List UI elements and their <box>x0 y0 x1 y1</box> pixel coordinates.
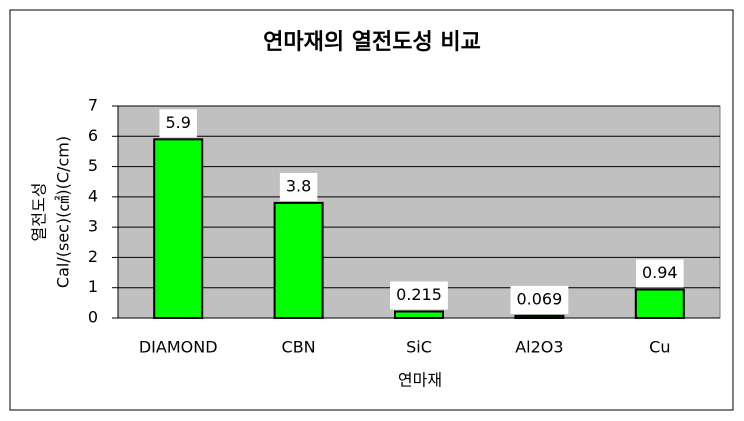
y-tick-label: 7 <box>88 96 98 115</box>
x-axis-label: 연마재 <box>398 371 442 390</box>
data-label-box <box>390 281 448 310</box>
y-axis-label: Cal/(sec)(㎠)(C/cm) <box>54 136 73 288</box>
y-axis-label: 열전도성 <box>30 183 49 242</box>
y-tick-label: 2 <box>88 247 98 266</box>
chart-title: 연마재의 열전도성 비교 <box>263 30 481 55</box>
data-label-box <box>635 259 684 288</box>
y-tick-label: 1 <box>88 277 98 296</box>
data-label: 0.94 <box>642 263 678 282</box>
x-tick-label: DIAMOND <box>139 338 218 357</box>
data-label-box <box>510 285 569 314</box>
x-tick-label: Al2O3 <box>515 338 563 357</box>
y-tick-label: 4 <box>88 186 98 205</box>
y-tick-label: 5 <box>88 156 98 175</box>
x-tick-label: CBN <box>282 338 316 357</box>
y-tick-label: 6 <box>88 126 98 145</box>
data-label: 0.215 <box>396 285 442 304</box>
bar <box>394 310 444 320</box>
y-tick-label: 3 <box>88 217 98 236</box>
bar <box>514 314 565 319</box>
data-label: 0.069 <box>516 289 562 308</box>
y-tick-label: 0 <box>88 308 98 327</box>
x-tick-label: Cu <box>649 338 670 357</box>
data-label: 5.9 <box>165 113 190 132</box>
bar <box>634 288 685 320</box>
data-label: 3.8 <box>286 176 311 195</box>
x-tick-label: SiC <box>406 338 432 357</box>
bar <box>273 201 324 320</box>
bar <box>153 138 204 319</box>
data-label-box <box>279 172 318 201</box>
data-label-box <box>159 109 197 138</box>
